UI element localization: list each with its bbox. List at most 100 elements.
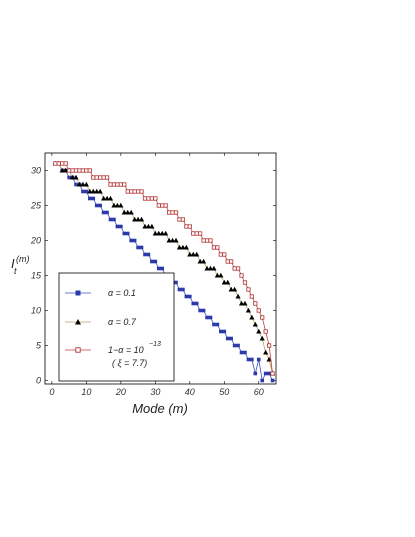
data-point [163, 230, 169, 236]
data-point [143, 252, 147, 257]
data-point [177, 287, 182, 292]
data-point [177, 217, 182, 222]
legend-entry-alpha-0.1: α = 0.1 [65, 288, 136, 298]
data-point [77, 168, 82, 173]
data-point [114, 202, 121, 208]
data-point [146, 196, 151, 201]
data-point [98, 203, 102, 208]
y-tick-label: 15 [31, 271, 42, 281]
data-point [112, 217, 116, 222]
data-point [139, 245, 144, 250]
data-point [139, 189, 144, 194]
legend-marker [75, 290, 81, 296]
legend-label-xi: ( ξ = 7.7) [112, 358, 147, 368]
data-point [225, 279, 231, 285]
y-axis-title: I t (m) [11, 254, 30, 276]
data-point [125, 189, 130, 194]
data-point [205, 315, 209, 320]
x-tick-label: 20 [115, 387, 126, 397]
data-point [235, 266, 241, 271]
data-point [160, 203, 165, 208]
y-tick-label: 25 [30, 201, 42, 211]
data-point [122, 182, 127, 187]
series-1 [52, 160, 276, 376]
data-point [56, 161, 61, 166]
data-point [270, 371, 275, 376]
data-point [187, 251, 193, 257]
data-point [239, 273, 244, 278]
data-point [169, 237, 176, 243]
data-point [142, 223, 148, 229]
data-point [191, 231, 196, 236]
data-point [194, 301, 199, 306]
data-point [253, 371, 258, 376]
data-point [180, 217, 186, 222]
legend-label: α = 0.1 [108, 288, 136, 298]
data-point [188, 294, 192, 299]
data-point [184, 224, 189, 229]
data-point [256, 357, 261, 362]
y-axis-title-sup: (m) [16, 254, 30, 264]
data-point [187, 224, 192, 229]
data-point [91, 196, 96, 201]
data-point [238, 300, 245, 306]
data-point [67, 168, 72, 173]
data-point [153, 196, 158, 201]
data-point [194, 251, 200, 257]
data-point [138, 216, 145, 222]
data-point [259, 335, 265, 341]
data-point [194, 231, 199, 236]
series-layer [52, 160, 276, 383]
data-point [225, 336, 230, 341]
data-point [160, 266, 165, 271]
y-tick-label: 30 [31, 166, 41, 176]
data-point [245, 307, 252, 313]
data-point [270, 378, 275, 383]
data-point [266, 356, 272, 362]
data-point [215, 245, 220, 250]
data-point [249, 294, 254, 299]
data-point [129, 189, 134, 194]
data-point [235, 293, 241, 299]
data-point [146, 252, 151, 257]
data-point [267, 343, 272, 348]
data-point [135, 216, 141, 222]
data-point [115, 182, 120, 187]
legend-label: 1−α = 10 [108, 345, 144, 355]
data-point [94, 203, 99, 208]
data-point [118, 202, 124, 208]
data-point [218, 252, 223, 257]
data-point [250, 357, 254, 362]
data-point [104, 175, 110, 180]
data-point [153, 259, 158, 264]
y-axis-title-main: I [11, 256, 15, 271]
data-point [129, 238, 133, 243]
data-point [53, 161, 58, 166]
data-point [132, 189, 137, 194]
data-point [246, 287, 251, 292]
data-point [132, 238, 137, 243]
data-point [159, 230, 165, 236]
data-point [97, 188, 103, 194]
data-point [221, 279, 227, 285]
series-0 [53, 161, 275, 383]
data-point [201, 238, 206, 243]
data-point [204, 238, 210, 243]
plot-frame [44, 152, 277, 385]
data-point [219, 329, 223, 334]
data-point [90, 188, 96, 194]
x-tick-label: 60 [254, 387, 264, 397]
data-point [249, 314, 255, 320]
data-point [204, 265, 210, 271]
legend-label: α = 0.7 [108, 317, 137, 327]
data-point [145, 223, 152, 229]
data-point [242, 280, 248, 285]
data-point [80, 181, 86, 187]
y-tick-label: 0 [36, 376, 41, 386]
y-axis-title-sub: t [14, 266, 17, 276]
data-point [174, 280, 178, 285]
data-point [256, 308, 261, 313]
data-point [84, 168, 89, 173]
data-point [142, 196, 148, 201]
data-point [101, 195, 107, 201]
